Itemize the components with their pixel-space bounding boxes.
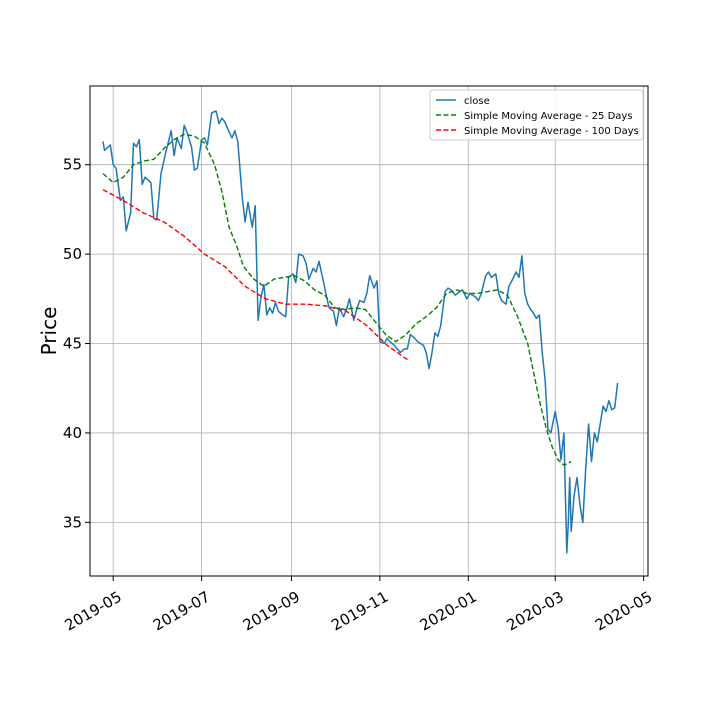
series-layer <box>102 110 619 554</box>
legend: close Simple Moving Average - 25 Days Simp… <box>429 89 644 141</box>
y-tick-label: 35 <box>63 513 82 531</box>
y-tick-label: 50 <box>63 245 82 263</box>
y-tick-label: 45 <box>63 335 82 353</box>
legend-box <box>429 89 644 141</box>
grid <box>90 86 648 576</box>
series-line-2 <box>102 189 408 361</box>
y-axis: 35 40 45 50 55 <box>63 156 90 531</box>
series-line-1 <box>102 133 572 466</box>
y-tick-label: 40 <box>63 424 82 442</box>
series-line-0 <box>102 110 619 554</box>
y-axis-label: Price <box>37 307 61 356</box>
legend-entry: close <box>464 96 490 107</box>
legend-entry: Simple Moving Average - 25 Days <box>464 111 633 122</box>
legend-entry: Simple Moving Average - 100 Days <box>464 126 639 137</box>
y-tick-label: 55 <box>63 156 82 174</box>
plot-frame <box>89 85 649 577</box>
